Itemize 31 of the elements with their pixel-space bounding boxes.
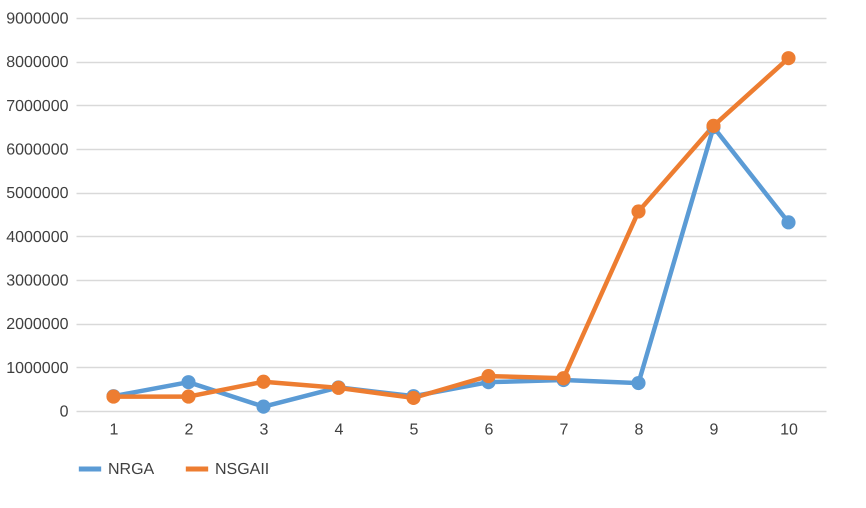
x-tick-label: 10: [780, 422, 798, 438]
x-tick-label: 9: [710, 422, 719, 438]
x-tick-label: 5: [410, 422, 419, 438]
y-tick-label: 5000000: [6, 185, 69, 202]
y-tick-label: 6000000: [6, 142, 69, 158]
x-tick-label: 3: [260, 422, 269, 438]
point: [781, 215, 796, 230]
point: [781, 51, 796, 66]
x-tick-label: 4: [334, 422, 344, 438]
x-tick-label: 1: [110, 422, 119, 438]
y-tick-label: 3000000: [6, 272, 69, 290]
point: [631, 204, 646, 218]
y-tick-label: 7000000: [6, 98, 69, 115]
point: [631, 376, 646, 390]
point: [181, 375, 196, 390]
x-tick-label: 2: [184, 422, 194, 438]
point: [181, 390, 196, 404]
legend-label: NSGAII: [215, 461, 270, 478]
y-tick-label: 1000000: [6, 360, 69, 377]
y-tick-label: 8000000: [6, 54, 69, 72]
legend-label: NRGA: [108, 461, 155, 478]
y-tick-label: 9000000: [6, 10, 69, 28]
y-tick-label: 4000000: [6, 228, 69, 246]
point: [481, 369, 496, 384]
point: [256, 374, 271, 389]
x-tick-label: 7: [560, 422, 569, 438]
y-tick-label: 2000000: [6, 316, 69, 334]
x-tick-label: 6: [484, 422, 494, 438]
point: [256, 400, 271, 414]
x-tick-label: 8: [634, 422, 644, 438]
y-tick-label: 0: [60, 404, 69, 420]
